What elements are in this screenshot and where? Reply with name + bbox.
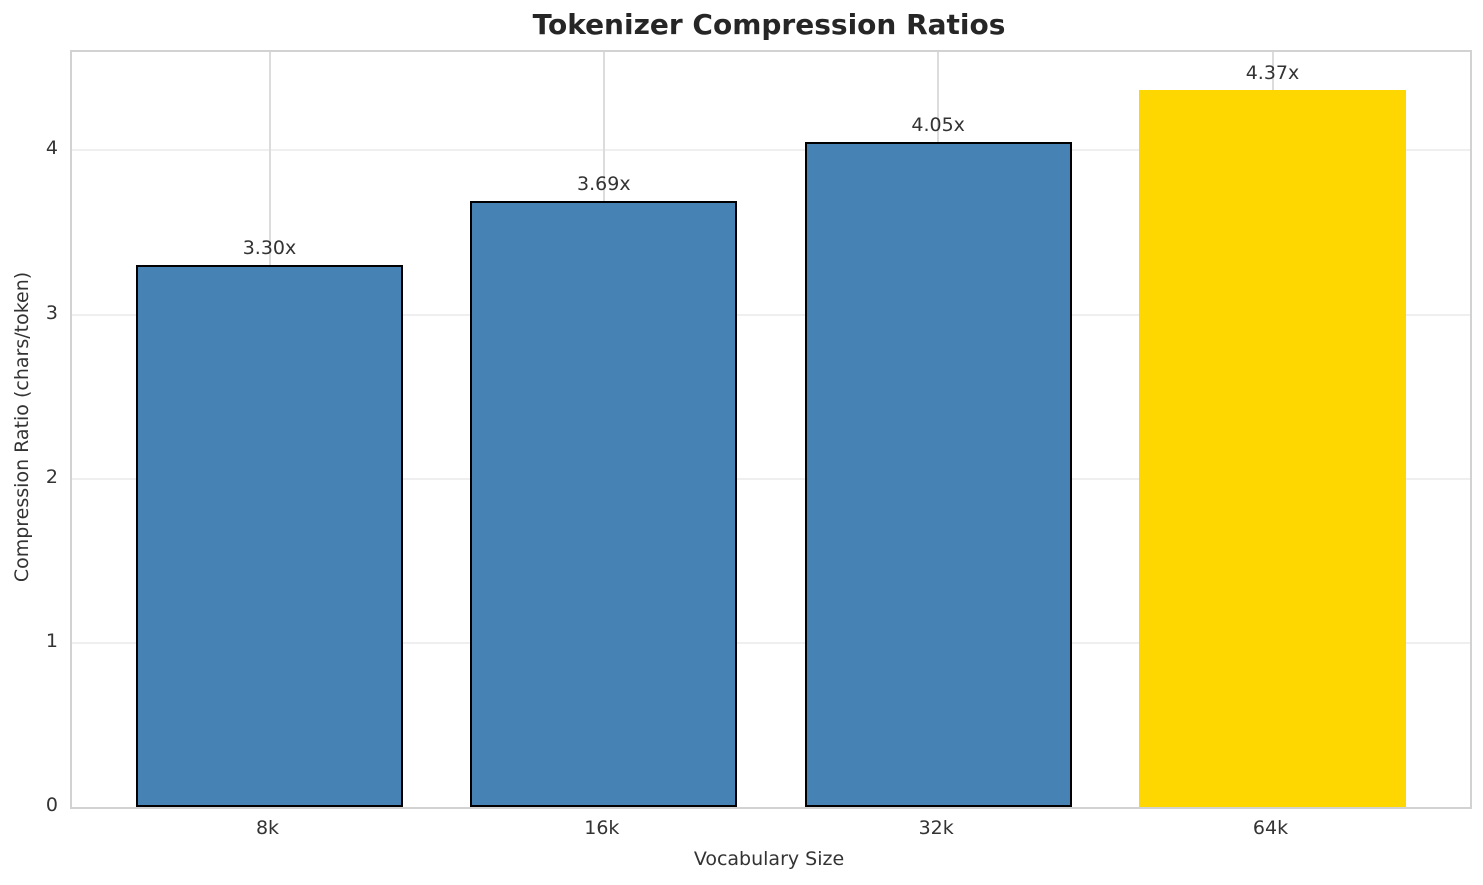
x-axis-label: Vocabulary Size [693,848,845,870]
y-tick-label: 0 [45,794,58,816]
h-gridline [72,313,1470,316]
bar-32k [804,142,1072,807]
bar-value-label: 3.69x [577,173,631,196]
bar-16k [470,201,738,807]
x-tick-label: 32k [918,817,954,839]
y-tick-label: 3 [45,301,58,324]
x-tick-label: 16k [584,817,620,839]
y-tick-label: 4 [45,137,58,160]
bar-value-label: 4.05x [911,114,965,137]
y-axis-label: Compression Ratio (chars/token) [11,271,33,583]
bar-value-label: 4.37x [1245,61,1300,84]
plot-area: 3.30x 3.69x 4.05x 4.37x [70,50,1472,809]
h-gridline [72,149,1470,152]
x-tick-label: 64k [1252,817,1289,839]
bar-8k [136,265,403,807]
y-tick-label: 1 [45,629,58,652]
bar-value-label: 3.30x [242,237,297,260]
chart-title: Tokenizer Compression Ratios [532,8,1006,41]
h-gridline [72,641,1470,644]
bar-64k [1139,89,1406,807]
x-tick-label: 8k [255,817,280,839]
y-tick-label: 2 [45,465,58,488]
h-gridline [72,477,1470,480]
